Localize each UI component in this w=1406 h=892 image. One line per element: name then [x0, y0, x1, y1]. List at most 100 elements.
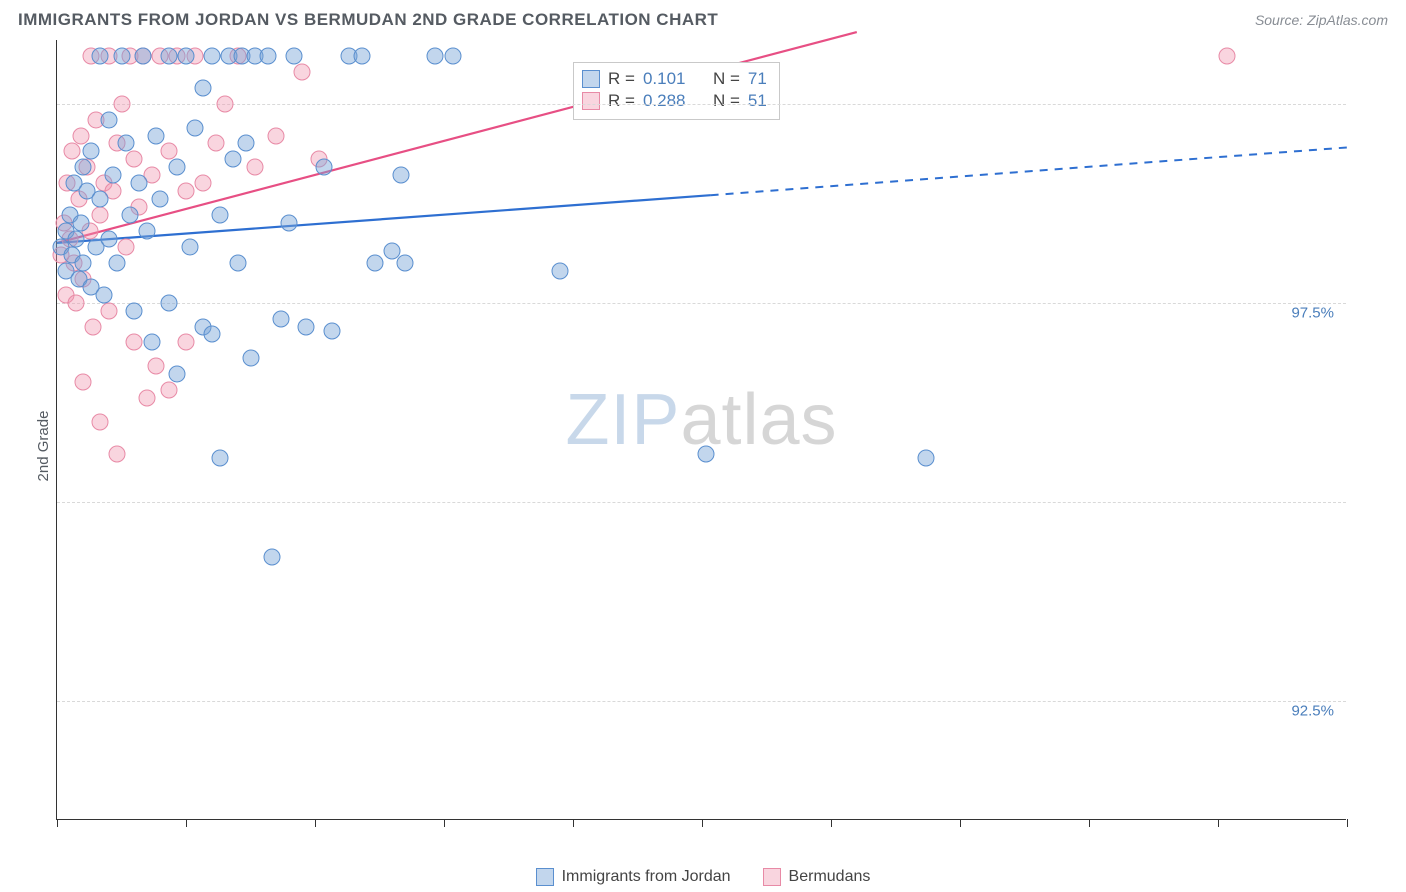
stats-r-label: R =: [608, 91, 635, 111]
x-tick: [57, 819, 58, 827]
point-jordan: [225, 151, 242, 168]
point-bermuda: [74, 374, 91, 391]
x-tick: [186, 819, 187, 827]
trend-lines-layer: [57, 40, 1346, 819]
point-jordan: [143, 334, 160, 351]
x-tick: [1218, 819, 1219, 827]
point-bermuda: [1218, 47, 1235, 64]
point-bermuda: [208, 135, 225, 152]
point-jordan: [298, 318, 315, 335]
point-jordan: [272, 310, 289, 327]
point-jordan: [74, 159, 91, 176]
point-jordan: [917, 449, 934, 466]
point-jordan: [100, 230, 117, 247]
stats-box: R = 0.101 N = 71 R = 0.288 N = 51: [573, 62, 780, 120]
stats-row: R = 0.101 N = 71: [582, 69, 767, 89]
point-jordan: [126, 302, 143, 319]
point-jordan: [229, 254, 246, 271]
point-bermuda: [92, 207, 109, 224]
legend-label: Bermudans: [789, 868, 871, 886]
point-bermuda: [139, 390, 156, 407]
point-bermuda: [109, 445, 126, 462]
point-jordan: [397, 254, 414, 271]
y-tick-label: 97.5%: [1291, 304, 1334, 321]
point-jordan: [130, 175, 147, 192]
point-jordan: [698, 445, 715, 462]
watermark-part1: ZIP: [565, 380, 680, 460]
point-jordan: [160, 294, 177, 311]
point-jordan: [324, 322, 341, 339]
point-bermuda: [126, 334, 143, 351]
point-jordan: [152, 191, 169, 208]
point-jordan: [139, 223, 156, 240]
legend-label: Immigrants from Jordan: [562, 868, 731, 886]
point-jordan: [117, 135, 134, 152]
stats-n-value: 71: [748, 69, 767, 89]
x-tick: [1347, 819, 1348, 827]
point-jordan: [203, 326, 220, 343]
point-jordan: [285, 47, 302, 64]
x-tick: [702, 819, 703, 827]
point-jordan: [444, 47, 461, 64]
point-jordan: [259, 47, 276, 64]
point-bermuda: [117, 238, 134, 255]
stats-n-label: N =: [713, 91, 740, 111]
point-jordan: [393, 167, 410, 184]
stats-r-value: 0.101: [643, 69, 697, 89]
point-jordan: [264, 549, 281, 566]
gridline: [57, 701, 1346, 702]
point-bermuda: [85, 318, 102, 335]
y-tick-label: 92.5%: [1291, 702, 1334, 719]
point-jordan: [169, 159, 186, 176]
stats-n-label: N =: [713, 69, 740, 89]
point-jordan: [147, 127, 164, 144]
point-jordan: [354, 47, 371, 64]
point-bermuda: [73, 127, 90, 144]
chart-title: IMMIGRANTS FROM JORDAN VS BERMUDAN 2ND G…: [18, 10, 718, 30]
point-jordan: [122, 207, 139, 224]
point-jordan: [169, 366, 186, 383]
point-jordan: [238, 135, 255, 152]
stats-n-value: 51: [748, 91, 767, 111]
point-bermuda: [126, 151, 143, 168]
point-bermuda: [160, 143, 177, 160]
point-bermuda: [100, 302, 117, 319]
x-tick: [573, 819, 574, 827]
stats-r-value: 0.288: [643, 91, 697, 111]
stats-swatch: [582, 92, 600, 110]
point-jordan: [100, 111, 117, 128]
point-jordan: [212, 449, 229, 466]
x-tick: [960, 819, 961, 827]
gridline: [57, 502, 1346, 503]
point-jordan: [104, 167, 121, 184]
x-tick: [444, 819, 445, 827]
point-bermuda: [178, 183, 195, 200]
trend-line: [711, 147, 1347, 195]
legend-swatch: [763, 868, 781, 886]
stats-r-label: R =: [608, 69, 635, 89]
point-jordan: [427, 47, 444, 64]
point-jordan: [281, 215, 298, 232]
stats-swatch: [582, 70, 600, 88]
legend-item: Immigrants from Jordan: [536, 868, 731, 886]
source-label: Source: ZipAtlas.com: [1255, 12, 1388, 28]
point-jordan: [96, 286, 113, 303]
chart-area: ZIPatlas R =0.101N =71R =0.288N =51 92.5…: [56, 40, 1346, 820]
x-tick: [315, 819, 316, 827]
point-jordan: [135, 47, 152, 64]
point-jordan: [315, 159, 332, 176]
point-jordan: [186, 119, 203, 136]
point-jordan: [195, 79, 212, 96]
point-jordan: [203, 47, 220, 64]
legend: Immigrants from Jordan Bermudans: [0, 868, 1406, 886]
point-jordan: [367, 254, 384, 271]
point-bermuda: [195, 175, 212, 192]
point-jordan: [242, 350, 259, 367]
point-bermuda: [113, 95, 130, 112]
point-bermuda: [92, 414, 109, 431]
point-jordan: [92, 47, 109, 64]
point-bermuda: [178, 334, 195, 351]
x-tick: [831, 819, 832, 827]
point-jordan: [552, 262, 569, 279]
point-jordan: [178, 47, 195, 64]
